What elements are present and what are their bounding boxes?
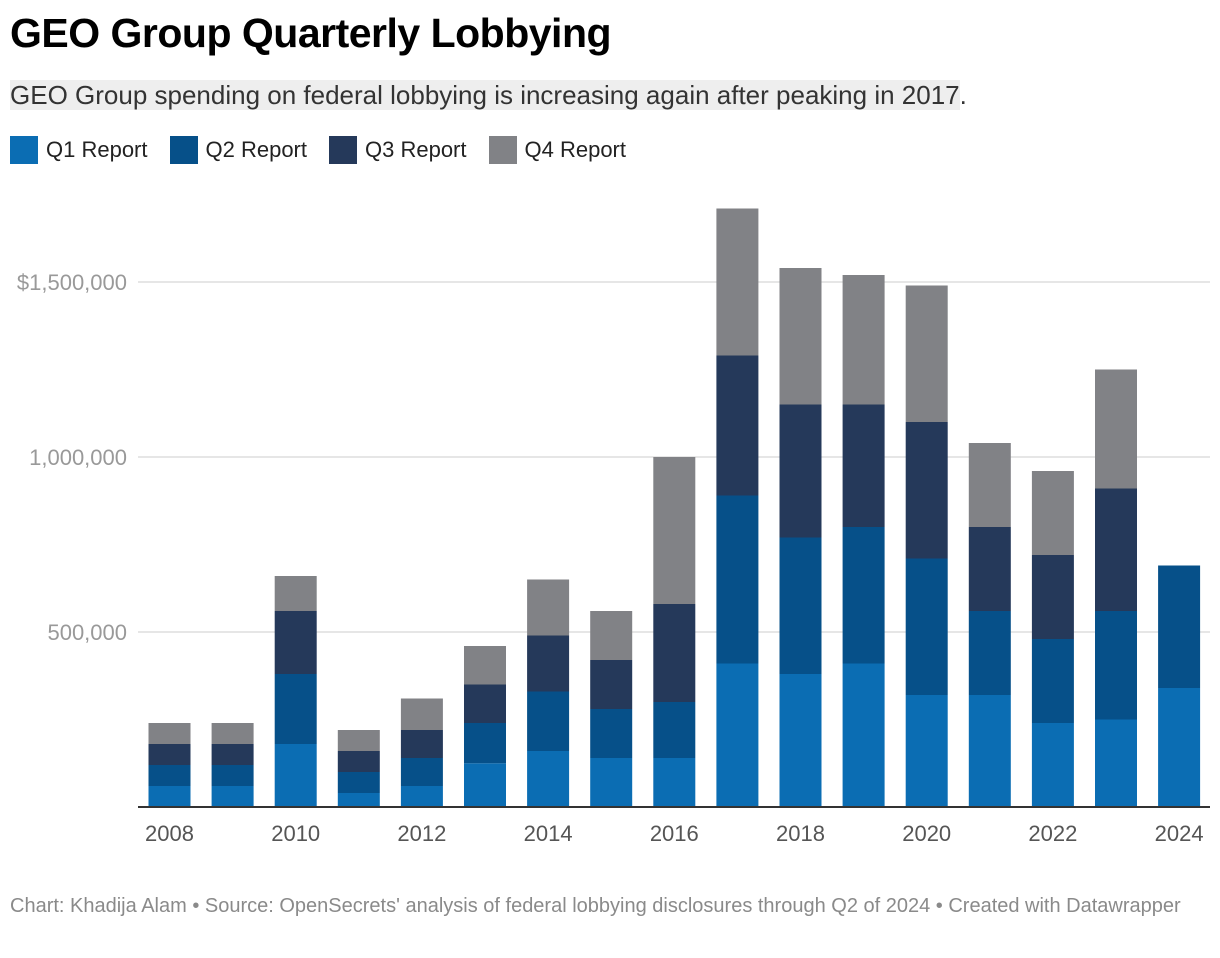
- x-tick-label: 2018: [776, 821, 825, 846]
- legend-item-q2: Q2 Report: [169, 136, 308, 164]
- bar-2011-q3: [337, 751, 380, 772]
- bar-2023-q2: [1095, 611, 1137, 720]
- bar-2012-q4: [400, 698, 443, 730]
- bar-2011-q1: [337, 793, 380, 807]
- bar-2014-q3: [527, 635, 570, 692]
- bar-2019-q4: [842, 275, 885, 405]
- bar-2015-q2: [590, 709, 633, 758]
- legend-item-q1: Q1 Report: [10, 136, 148, 164]
- bar-2009-q4: [211, 723, 254, 744]
- legend-swatch-q4: [488, 136, 517, 164]
- y-tick-label: 500,000: [47, 620, 127, 645]
- x-tick-label: 2016: [650, 821, 699, 846]
- legend-swatch-q3: [329, 136, 357, 164]
- bar-2023-q3: [1095, 488, 1137, 611]
- bar-2013-q4: [464, 646, 506, 685]
- bar-2010-q2: [274, 674, 317, 744]
- bar-2011-q4: [337, 730, 380, 751]
- bar-2018-q4: [779, 268, 822, 405]
- subtitle-period: .: [959, 80, 967, 110]
- x-tick-label: 2022: [1028, 821, 1077, 846]
- bar-2013-q3: [464, 684, 506, 723]
- bar-2015-q3: [590, 660, 633, 709]
- bar-2016-q3: [653, 604, 696, 702]
- bar-2009-q3: [211, 744, 254, 765]
- bar-2018-q1: [779, 674, 822, 807]
- bar-2014-q4: [527, 579, 570, 636]
- bar-2010-q4: [274, 576, 317, 611]
- bar-2013-q1: [464, 763, 506, 807]
- bar-2019-q2: [842, 527, 885, 664]
- x-tick-label: 2024: [1155, 821, 1204, 846]
- bar-2009-q1: [211, 786, 254, 807]
- legend-label-q3: Q3 Report: [365, 137, 467, 162]
- x-tick-label: 2012: [397, 821, 446, 846]
- bar-2021-q3: [968, 527, 1011, 611]
- bar-2023-q4: [1095, 369, 1137, 489]
- x-tick-label: 2010: [271, 821, 320, 846]
- bar-2009-q2: [211, 765, 254, 786]
- legend-label-q4: Q4 Report: [524, 137, 627, 162]
- x-tick-label: 2020: [902, 821, 951, 846]
- bar-2017-q3: [716, 355, 759, 496]
- bar-2014-q1: [527, 751, 570, 807]
- bar-2024-q2: [1158, 565, 1201, 688]
- bar-2008-q2: [148, 765, 191, 786]
- legend-swatch-q1: [10, 136, 38, 164]
- bar-2023-q1: [1095, 719, 1137, 807]
- bar-2008-q1: [148, 786, 191, 807]
- legend-swatch-q2: [169, 136, 198, 164]
- bar-2010-q3: [274, 611, 317, 674]
- bar-2020-q4: [905, 285, 948, 422]
- bar-2020-q3: [905, 422, 948, 559]
- bar-2022-q2: [1031, 639, 1074, 723]
- legend-item-q4: Q4 Report: [488, 136, 627, 164]
- bar-2020-q1: [905, 695, 948, 807]
- bar-2016-q2: [653, 702, 696, 758]
- bar-2018-q3: [779, 404, 822, 538]
- bar-2018-q2: [779, 537, 822, 674]
- bar-2022-q1: [1031, 723, 1074, 807]
- y-tick-label: $1,500,000: [17, 270, 127, 295]
- chart-subtitle: GEO Group spending on federal lobbying i…: [10, 80, 967, 111]
- bar-2008-q3: [148, 744, 191, 765]
- subtitle-highlight: GEO Group spending on federal lobbying i…: [10, 80, 960, 110]
- bar-2021-q4: [968, 443, 1011, 527]
- bar-2013-q2: [464, 723, 506, 764]
- bar-2012-q2: [400, 758, 443, 786]
- legend-label-q1: Q1 Report: [46, 137, 148, 162]
- bar-2012-q3: [400, 730, 443, 758]
- bar-2024-q1: [1158, 688, 1201, 807]
- bar-2010-q1: [274, 744, 317, 807]
- x-tick-label: 2014: [524, 821, 573, 846]
- x-tick-label: 2008: [145, 821, 194, 846]
- bar-2022-q4: [1031, 471, 1074, 555]
- bar-2017-q2: [716, 495, 759, 664]
- bar-2020-q2: [905, 558, 948, 695]
- bar-2016-q4: [653, 457, 696, 604]
- chart-title: GEO Group Quarterly Lobbying: [10, 10, 612, 56]
- legend-item-q3: Q3 Report: [329, 136, 467, 164]
- bar-2012-q1: [400, 786, 443, 807]
- bar-2017-q4: [716, 208, 759, 356]
- bar-2015-q1: [590, 758, 633, 807]
- bar-2015-q4: [590, 611, 633, 660]
- chart-footer: Chart: Khadija Alam • Source: OpenSecret…: [10, 895, 1181, 917]
- bar-2014-q2: [527, 691, 570, 751]
- legend-label-q2: Q2 Report: [205, 137, 308, 162]
- y-tick-label: 1,000,000: [29, 445, 127, 470]
- bar-2011-q2: [337, 772, 380, 793]
- bar-2019-q1: [842, 663, 885, 807]
- legend: Q1 Report Q2 Report Q3 Report Q4 Report: [10, 136, 626, 164]
- bar-2019-q3: [842, 404, 885, 527]
- bar-2022-q3: [1031, 555, 1074, 639]
- bar-2017-q1: [716, 663, 759, 807]
- bar-2021-q2: [968, 611, 1011, 695]
- bar-2016-q1: [653, 758, 696, 807]
- bar-2008-q4: [148, 723, 191, 744]
- bar-2021-q1: [968, 695, 1011, 807]
